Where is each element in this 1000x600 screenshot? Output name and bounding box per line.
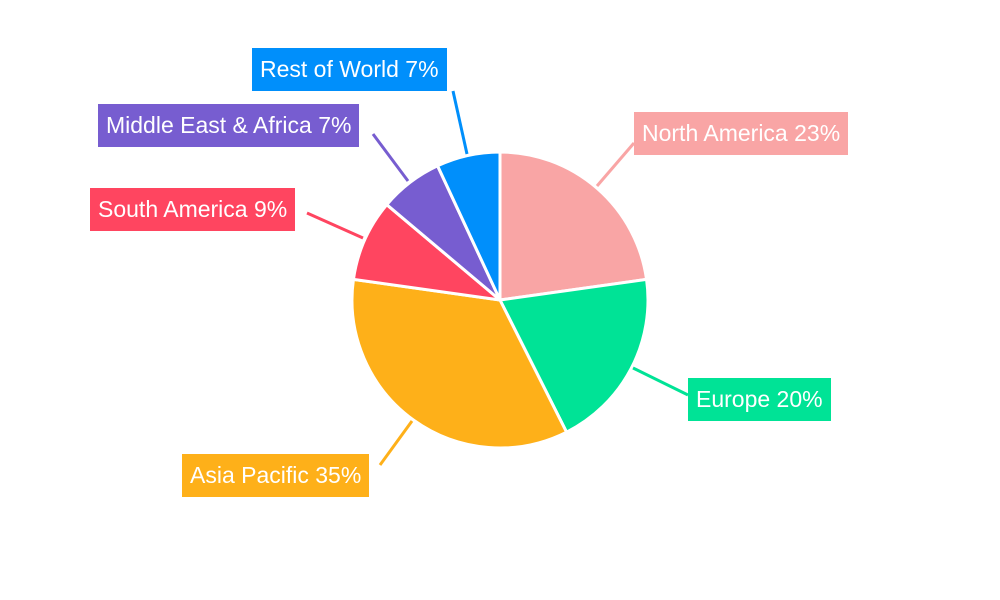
slice-north-america[interactable] <box>498 150 649 302</box>
data-label-north-america: North America 23% <box>634 112 849 155</box>
leader-line-asia-pacific <box>378 420 414 466</box>
slice-asia-pacific[interactable] <box>350 277 569 450</box>
leader-line-europe <box>632 366 689 397</box>
data-label-europe: Europe 20% <box>688 378 831 421</box>
leader-line-middle-east-africa <box>371 133 410 182</box>
leader-line-north-america <box>595 142 636 187</box>
data-label-asia-pacific: Asia Pacific 35% <box>182 454 370 497</box>
data-label-rest-of-world: Rest of World 7% <box>252 48 447 91</box>
data-label-south-america: South America 9% <box>90 188 296 231</box>
leader-line-south-america <box>306 211 364 240</box>
slice-rest-of-world[interactable] <box>436 150 502 302</box>
slice-europe[interactable] <box>498 277 650 434</box>
data-label-middle-east-africa: Middle East & Africa 7% <box>98 104 360 147</box>
slice-south-america[interactable] <box>351 203 502 302</box>
leader-line-rest-of-world <box>451 90 469 155</box>
